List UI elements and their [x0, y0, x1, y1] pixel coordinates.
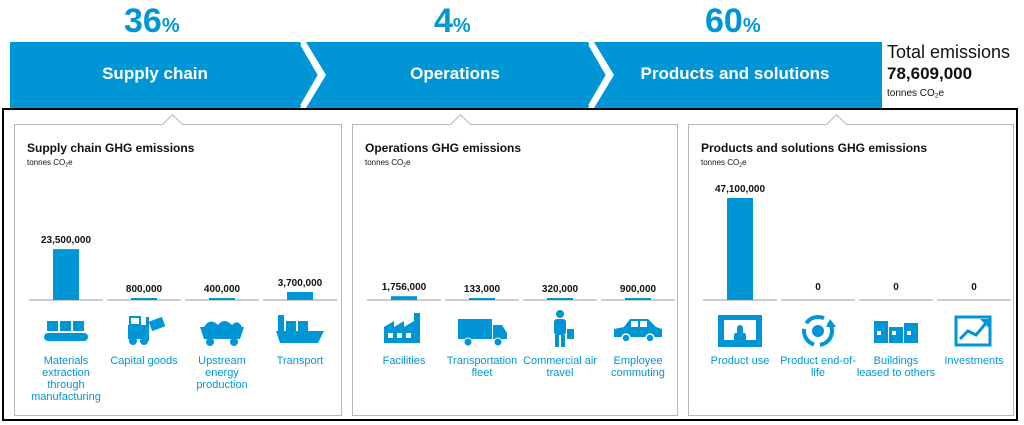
forklift-icon: [128, 316, 166, 345]
total-unit: tonnes CO2e: [887, 88, 1010, 100]
cargo-ship-icon: [276, 315, 324, 343]
truck-icon: [458, 319, 507, 347]
unit-suffix: e: [938, 88, 944, 99]
data-label: 320,000: [542, 284, 579, 295]
category-label: Transportation fleet: [446, 355, 518, 379]
data-label: 0: [815, 282, 821, 293]
category-label: Upstream energy production: [196, 355, 248, 391]
stage-label-operations: Operations: [410, 64, 500, 83]
bar-chart: 1,756,000 133,000 320,000 900,000: [367, 282, 675, 347]
unit-subscript: 2: [934, 92, 939, 100]
stage-label-products: Products and solutions: [640, 64, 830, 83]
supply-chain-chevron: [10, 42, 320, 108]
category-label: Facilities: [382, 355, 426, 367]
category-label: Employee commuting: [611, 355, 665, 379]
bar: [131, 298, 157, 300]
total-value: 78,609,000: [887, 64, 973, 83]
percent-unit: %: [742, 15, 761, 37]
category-label: Product end-of-life: [780, 355, 856, 379]
bar: [727, 198, 753, 300]
panel-unit: tonnes CO2e: [701, 158, 747, 169]
operations-percent: 4%: [434, 2, 471, 41]
data-label: 0: [893, 282, 899, 293]
factory-icon: [384, 313, 420, 343]
bar: [53, 249, 79, 300]
unit-text: tonnes CO: [887, 88, 935, 99]
data-label: 800,000: [126, 284, 163, 295]
buildings-icon: [874, 321, 918, 343]
products-chevron: [594, 42, 882, 108]
category-label: Transport: [276, 355, 324, 367]
traveler-icon: [554, 310, 574, 347]
data-label: 1,756,000: [382, 282, 427, 293]
category-label: Buildings leased to others: [856, 355, 936, 379]
touch-screen-icon: [718, 315, 762, 347]
stage-banner: [10, 42, 882, 108]
category-label: Product use: [710, 355, 770, 367]
detail-frame: [2, 108, 1018, 421]
category-label: Capital goods: [110, 355, 178, 367]
data-label: 47,100,000: [715, 184, 765, 195]
panel-title: Products and solutions GHG emissions: [701, 141, 928, 155]
supply-chain-percent: 36%: [124, 2, 180, 41]
data-label: 400,000: [204, 284, 241, 295]
conveyor-icon: [44, 321, 88, 341]
data-label: 3,700,000: [278, 278, 323, 289]
car-icon: [614, 319, 662, 343]
panel-title: Supply chain GHG emissions: [27, 141, 195, 155]
percent-unit: %: [161, 15, 180, 37]
growth-chart-icon: [954, 315, 992, 347]
percent-value: 36: [124, 2, 162, 40]
operations-panel: Operations GHG emissions tonnes CO2e 1,7…: [352, 113, 678, 416]
panel-unit: tonnes CO2e: [27, 158, 73, 169]
category-label: Investments: [944, 355, 1004, 367]
supply-chain-panel: Supply chain GHG emissions tonnes CO2e 2…: [14, 113, 342, 416]
bar: [391, 296, 417, 300]
panel-title: Operations GHG emissions: [365, 141, 522, 155]
bar: [209, 298, 235, 300]
coal-cart-icon: [200, 321, 244, 346]
data-label: 900,000: [620, 284, 657, 295]
data-label: 0: [971, 282, 977, 293]
percent-value: 60: [705, 2, 743, 40]
panel-unit: tonnes CO2e: [365, 158, 411, 169]
recycle-icon: [802, 315, 836, 347]
bar: [469, 298, 495, 300]
category-label: Commercial air travel: [523, 355, 597, 379]
category-label: Materials extraction through manufacturi…: [31, 355, 101, 403]
products-percent: 60%: [705, 2, 761, 41]
bar: [547, 298, 573, 300]
bar-chart: 47,100,000 0 0 0: [703, 184, 1011, 347]
total-emissions: Total emissions 78,609,000 tonnes CO2e: [887, 42, 1010, 100]
data-label: 23,500,000: [41, 235, 91, 246]
operations-chevron: [306, 42, 608, 108]
percent-unit: %: [452, 15, 471, 37]
bar: [287, 291, 313, 300]
data-label: 133,000: [464, 284, 501, 295]
bar-chart: 23,500,000 800,000 400,000 3,700,000: [29, 235, 337, 346]
percent-value: 4: [434, 2, 453, 40]
products-panel: Products and solutions GHG emissions ton…: [688, 113, 1014, 416]
total-title: Total emissions: [887, 42, 1011, 62]
bar: [625, 298, 651, 300]
stage-label-supply-chain: Supply chain: [102, 64, 208, 83]
